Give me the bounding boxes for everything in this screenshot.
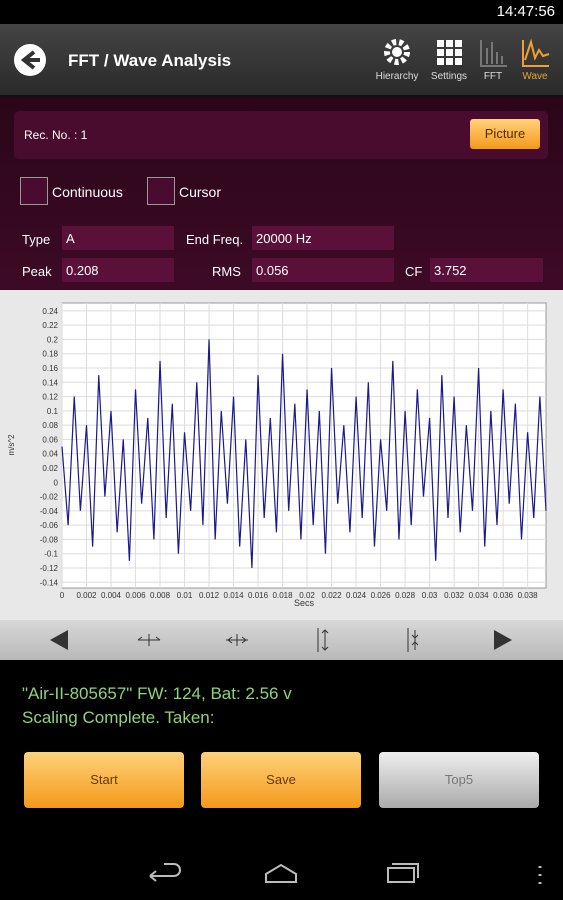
x-tick-label: 0.018 [273,591,294,600]
field-label: End Freq. [186,232,244,247]
y-tick-label: 0.04 [42,450,58,459]
home-nav[interactable] [265,863,297,883]
x-tick-label: 0.036 [493,591,514,600]
x-tick-label: 0.012 [199,591,220,600]
x-tick-label: 0.03 [422,591,438,600]
nav-bar [149,863,542,884]
field-label: Type [22,232,51,247]
x-tick-label: 0 [60,591,65,600]
clock: 14:47:56 [496,3,555,20]
y-tick-label: 0.1 [47,407,59,416]
x-tick-label: 0.006 [126,591,147,600]
x-tick-label: 0.01 [177,591,193,600]
status-line: Scaling Complete. Taken: [22,708,215,727]
y-tick-label: -0.14 [40,578,59,587]
status-line: "Air-II-805657" FW: 124, Bat: 2.56 v [22,684,292,703]
y-tick-label: 0.12 [42,393,58,402]
x-tick-label: 0.034 [469,591,490,600]
picture-button[interactable]: Picture [470,119,540,149]
settings-action[interactable]: Settings [424,36,474,82]
y-tick-label: -0.06 [40,521,59,530]
field-value: 0.208 [62,258,174,282]
field-label: Peak [22,264,52,279]
y-tick-label: 0 [54,478,59,487]
field-label: CF [405,264,423,279]
chart: m/s^2 Secs -0.14 -0.12 -0.1 -0.08 -0.06 -0.04… [7,302,547,608]
action-label: Hierarchy [375,71,419,82]
y-tick-label: -0.08 [40,535,59,544]
app-bar: FFT / Wave Analysis Hierarchy Settings F… [0,24,563,97]
y-tick-label: 0.14 [42,378,58,387]
hierarchy-action[interactable]: Hierarchy [372,36,422,82]
checkbox[interactable] [20,177,48,205]
checkbox-label: Cursor [179,184,222,200]
field-value: A [62,226,174,250]
recent-nav[interactable] [387,863,419,883]
next-button[interactable] [494,630,512,650]
y-tick-label: 0.18 [42,350,58,359]
x-axis-label: Secs [294,598,315,608]
zoom-out-y[interactable] [407,628,419,652]
field-label: RMS [212,264,241,279]
waveform [61,339,547,569]
save-button[interactable]: Save [201,752,361,808]
x-tick-label: 0.016 [248,591,269,600]
chart-area: m/s^2 Secs -0.14 -0.12 -0.1 -0.08 -0.06 -0.04… [0,290,563,620]
settings-panel: Rec. No. : 1 Picture Continuous Cursor T… [0,97,563,290]
back-nav[interactable] [149,863,181,882]
y-tick-label: 0.22 [42,321,58,330]
zoom-in-y[interactable] [317,628,329,652]
zoom-in-x[interactable] [137,634,161,646]
x-tick-label: 0.002 [76,591,97,600]
x-tick-label: 0.022 [322,591,343,600]
checkbox[interactable] [147,177,175,205]
x-tick-label: 0.026 [371,591,392,600]
x-tick-label: 0.008 [150,591,171,600]
checkbox-label: Continuous [52,184,123,200]
y-tick-label: -0.02 [40,493,59,502]
y-tick-label: 0.02 [42,464,58,473]
status-text: "Air-II-805657" FW: 124, Bat: 2.56 v Sca… [22,682,292,730]
field-value: 3.752 [430,258,543,282]
y-tick-label: 0.24 [42,307,58,316]
action-label: FFT [483,71,503,82]
zoom-out-x[interactable] [226,634,248,646]
field-value: 0.056 [252,258,394,282]
status-bar: 14:47:56 [0,0,563,24]
x-tick-label: 0.014 [224,591,245,600]
top5-button[interactable]: Top5 [379,752,539,808]
field-value: 20000 Hz [252,226,394,250]
y-axis-label: m/s^2 [7,434,16,456]
chart-toolbar [0,620,563,660]
record-box: Rec. No. : 1 Picture [14,111,548,159]
y-tick-label: 0.2 [47,335,59,344]
prev-button[interactable] [50,630,68,650]
start-button[interactable]: Start [24,752,184,808]
action-label: Settings [430,71,468,82]
y-tick-label: 0.06 [42,435,58,444]
x-tick-label: 0.024 [346,591,367,600]
x-tick-label: 0.02 [299,591,315,600]
y-tick-label: -0.04 [40,507,59,516]
wave-action[interactable]: Wave [510,36,560,82]
y-tick-label: 0.16 [42,364,58,373]
x-tick-label: 0.032 [444,591,465,600]
app-title: FFT / Wave Analysis [68,51,232,70]
action-label: Wave [522,71,548,82]
record-label: Rec. No. : 1 [24,128,88,142]
x-tick-label: 0.028 [395,591,416,600]
plot-area [61,302,547,589]
x-tick-label: 0.038 [518,591,539,600]
back-button[interactable] [12,42,48,78]
x-tick-label: 0.004 [101,591,122,600]
y-tick-label: -0.1 [44,550,58,559]
y-tick-label: 0.08 [42,421,58,430]
y-tick-label: -0.12 [40,564,59,573]
fft-action[interactable]: FFT [468,36,518,82]
